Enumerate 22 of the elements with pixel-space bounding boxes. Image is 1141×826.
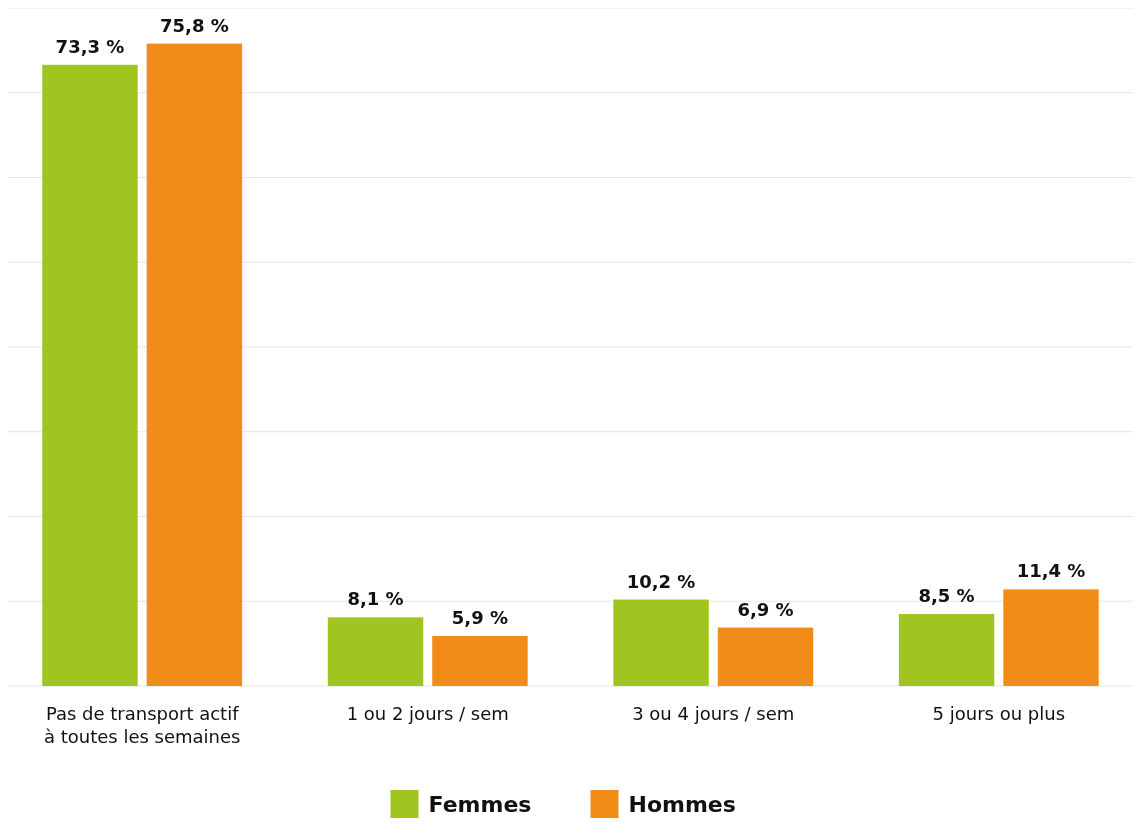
- legend-label: Hommes: [628, 792, 736, 817]
- x-tick-label: 3 ou 4 jours / sem: [632, 703, 795, 724]
- data-label: 73,3 %: [55, 35, 125, 57]
- data-label: 11,4 %: [1016, 560, 1086, 582]
- x-tick-label: 1 ou 2 jours / sem: [346, 703, 509, 724]
- bar: [327, 617, 424, 686]
- bar: [717, 627, 814, 686]
- bar: [613, 599, 709, 686]
- data-label: 75,8 %: [160, 14, 229, 36]
- data-label: 5,9 %: [451, 607, 509, 628]
- data-label: 8,1 %: [347, 588, 404, 610]
- data-label: 8,5 %: [918, 584, 975, 606]
- bar: [42, 64, 138, 686]
- bar: [1003, 589, 1099, 686]
- bar: [898, 613, 995, 686]
- data-label: 6,9 %: [737, 598, 794, 620]
- x-tick-label: 5 jours ou plus: [932, 703, 1066, 724]
- x-tick-label: Pas de transport actif à toutes les semaines: [43, 703, 241, 747]
- legend-label: Femmes: [428, 792, 532, 817]
- bar: [146, 43, 243, 686]
- bar: [432, 636, 528, 686]
- data-label: 10,2 %: [626, 570, 696, 592]
